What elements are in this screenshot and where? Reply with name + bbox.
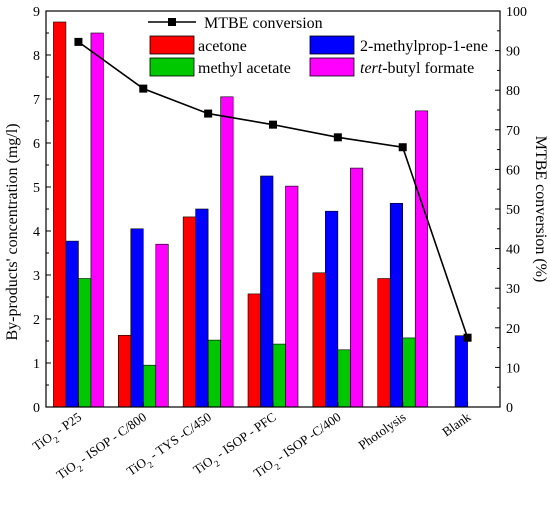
bar-tert-butyl-formate-5: [414, 110, 429, 408]
mtbe-conversion-point-5: [398, 143, 407, 152]
legend-swatch-2-methylprop-1-ene: [309, 35, 355, 55]
legend-label-acetone: acetone: [198, 38, 247, 55]
y-right-tick-label: 70: [506, 124, 520, 139]
bar-2-methylprop-1-ene-2: [195, 208, 209, 408]
x-tick-label-text: Photolysis: [355, 409, 408, 452]
y-right-tick-label: 40: [506, 243, 520, 258]
y-right-tick-label: 0: [506, 401, 513, 416]
y-left-tick-label: 8: [33, 49, 40, 64]
legend-label-2-methylprop-1-ene: 2-methylprop-1-ene: [360, 38, 488, 55]
y-left-tick-label: 3: [33, 269, 40, 284]
legend-label-italic-part: tert: [360, 60, 383, 77]
x-tick-label-text: TiO: [53, 458, 78, 482]
x-tick-label-subscript: 2: [212, 458, 221, 469]
x-tick-label-text: Blank: [439, 409, 473, 439]
legend-label-tert-butyl-formate: tert-butyl formate: [360, 60, 474, 77]
legend-swatch-acetone: [149, 35, 195, 55]
y-left-tick-label: 5: [33, 181, 40, 196]
mtbe-conversion-point-0: [74, 37, 83, 46]
bar-2-methylprop-1-ene-5: [389, 202, 404, 408]
y-axis-left-title: By-products' concentration (mg/l): [4, 123, 21, 340]
y-right-tick-label: 10: [506, 361, 520, 376]
y-right-tick-label: 90: [506, 45, 520, 60]
bar-acetone-5: [377, 278, 391, 408]
x-tick-label-subscript: 2: [75, 463, 84, 474]
y-left-tick-label: 9: [33, 5, 40, 20]
x-tick-label-suffix: - P25: [50, 409, 84, 439]
x-tick-label-subscript: 2: [146, 459, 155, 470]
bar-methyl-acetate-5: [402, 337, 416, 408]
mtbe-conversion-point-3: [269, 120, 277, 129]
bar-acetone-0: [53, 21, 67, 408]
bar-2-methylprop-1-ene-6: [454, 335, 468, 408]
x-tick-label-text: TiO: [30, 430, 55, 454]
bar-tert-butyl-formate-3: [285, 185, 299, 408]
mtbe-conversion-line-layer: [74, 37, 472, 342]
bar-methyl-acetate-2: [207, 339, 221, 408]
y-right-tick-label: 30: [506, 282, 520, 297]
y-right-tick-label: 50: [506, 203, 520, 218]
mtbe-conversion-point-4: [333, 133, 342, 142]
y-right-tick-label: 60: [506, 163, 520, 178]
bars: [53, 21, 468, 408]
legend-swatch-methyl-acetate: [149, 57, 195, 77]
x-tick-label-0: TiO2 - P25: [30, 409, 87, 457]
x-tick-label-text: TiO: [190, 453, 215, 477]
legend: MTBE conversion acetone 2-methylprop-1-ene…: [148, 15, 488, 77]
bar-methyl-acetate-4: [337, 349, 351, 408]
x-tick-label-6: Blank: [439, 409, 473, 439]
legend-label-rest: -butyl formate: [382, 60, 474, 77]
bar-acetone-4: [312, 272, 326, 408]
legend-label-mtbe-conversion: MTBE conversion: [204, 15, 323, 32]
legend-line-marker: [168, 18, 176, 26]
bar-methyl-acetate-3: [272, 343, 286, 408]
x-tick-label-suffix: - ISOP -C/400: [271, 409, 343, 466]
bar-tert-butyl-formate-0: [90, 32, 104, 408]
x-tick-label-subscript: 2: [273, 461, 282, 472]
bar-tert-butyl-formate-1: [155, 243, 169, 408]
bar-tert-butyl-formate-2: [220, 96, 234, 408]
bar-2-methylprop-1-ene-0: [65, 240, 79, 408]
x-tick-label-subscript: 2: [52, 434, 61, 445]
bar-methyl-acetate-0: [78, 278, 92, 408]
y-left-tick-label: 1: [33, 357, 40, 372]
y-left-tick-label: 7: [33, 93, 40, 108]
bar-methyl-acetate-1: [142, 364, 157, 408]
bar-tert-butyl-formate-4: [350, 167, 364, 408]
y-left-tick-label: 6: [33, 137, 40, 152]
y-left-tick-label: 2: [33, 313, 40, 328]
y-right-tick-label: 80: [506, 84, 520, 99]
mtbe-conversion-point-2: [204, 109, 213, 118]
y-left-tick-label: 0: [33, 401, 40, 416]
legend-label-methyl-acetate: methyl acetate: [198, 60, 291, 77]
x-tick-label-text: TiO: [251, 456, 276, 480]
bar-acetone-1: [117, 334, 132, 408]
bar-acetone-2: [182, 216, 196, 408]
mtbe-conversion-point-1: [139, 84, 148, 93]
x-tick-label-text: TiO: [124, 454, 149, 478]
bar-2-methylprop-1-ene-4: [325, 210, 339, 408]
y-right-tick-label: 100: [506, 5, 527, 20]
y-left-tick-label: 4: [33, 225, 40, 240]
bar-2-methylprop-1-ene-1: [130, 228, 144, 408]
y-right-tick-label: 20: [506, 322, 520, 337]
bar-2-methylprop-1-ene-3: [260, 175, 274, 408]
x-tick-label-suffix: - ISOP - PFC: [211, 409, 279, 463]
legend-swatch-tert-butyl-formate: [309, 57, 355, 77]
x-tick-label-5: Photolysis: [355, 409, 408, 452]
bar-acetone-3: [247, 293, 261, 408]
y-axis-right-title: MTBE conversion (%): [532, 136, 549, 283]
mtbe-conversion-point-6: [463, 333, 472, 342]
